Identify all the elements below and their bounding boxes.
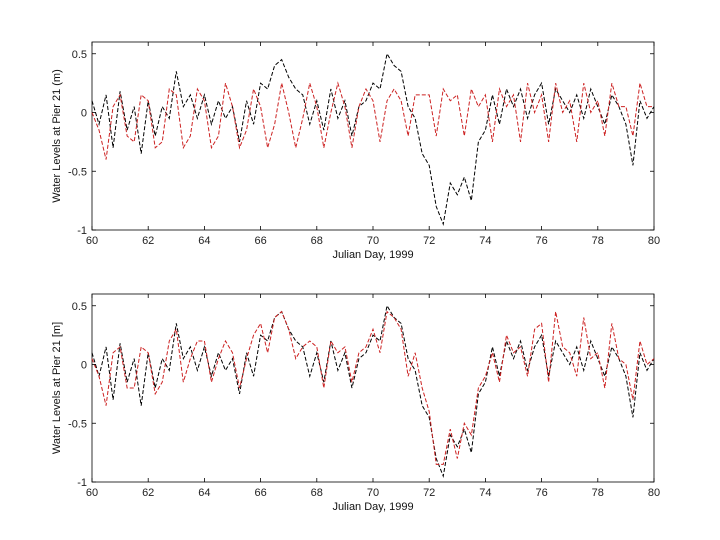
x-axis-label: Julian Day, 1999 (332, 249, 413, 261)
chart-panel-1: 60 62 64 66 68 70 72 74 76 78 80 -1 -0.5 0 0.5 Julian D… (51, 41, 660, 261)
x-tick-label: 78 (592, 235, 604, 247)
x-tick-label: 74 (479, 487, 491, 499)
y-axis-label: Water Levels at Pier 21 [m] (51, 322, 63, 454)
x-tick-label: 72 (423, 487, 435, 499)
x-tick-label: 62 (142, 235, 154, 247)
y-ticks: -1 -0.5 0 0.5 (68, 301, 654, 489)
y-tick-label: 0 (81, 360, 87, 372)
y-tick-label: -1 (77, 225, 87, 237)
x-tick-label: 66 (254, 487, 266, 499)
series-line-2 (91, 310, 655, 465)
x-tick-label: 76 (535, 487, 547, 499)
y-tick-label: 0 (81, 108, 87, 120)
x-tick-label: 68 (311, 487, 323, 499)
series-group (91, 304, 655, 478)
y-tick-label: 0.5 (72, 49, 87, 61)
x-tick-label: 64 (198, 487, 210, 499)
x-tick-label: 62 (142, 487, 154, 499)
x-tick-label: 78 (592, 487, 604, 499)
x-tick-label: 72 (423, 235, 435, 247)
x-tick-label: 76 (535, 235, 547, 247)
series-line-1 (91, 52, 655, 226)
chart-panel-2: 60 62 64 66 68 70 72 74 76 78 80 -1 -0.5 0 0.5 Julian D… (51, 293, 660, 513)
x-tick-label: 64 (198, 235, 210, 247)
x-tick-label: 70 (367, 487, 379, 499)
x-axis-label: Julian Day, 1999 (332, 501, 413, 513)
x-tick-label: 66 (254, 235, 266, 247)
x-tick-label: 70 (367, 235, 379, 247)
x-tick-label: 68 (311, 235, 323, 247)
x-tick-label: 80 (648, 235, 660, 247)
y-tick-label: -1 (77, 477, 87, 489)
y-axis-label: Water Levels at Pier 21 (m) (51, 69, 63, 202)
y-tick-label: -0.5 (68, 418, 87, 430)
x-tick-label: 60 (86, 487, 98, 499)
series-line-1 (91, 304, 655, 478)
series-line-2 (91, 81, 654, 160)
x-tick-label: 74 (479, 235, 491, 247)
x-ticks: 60 62 64 66 68 70 72 74 76 78 80 (86, 294, 660, 499)
x-tick-label: 80 (648, 487, 660, 499)
y-tick-label: -0.5 (68, 166, 87, 178)
y-ticks: -1 -0.5 0 0.5 (68, 49, 654, 237)
x-ticks: 60 62 64 66 68 70 72 74 76 78 80 (86, 42, 660, 247)
y-tick-label: 0.5 (72, 301, 87, 313)
x-tick-label: 60 (86, 235, 98, 247)
series-group (91, 52, 655, 226)
